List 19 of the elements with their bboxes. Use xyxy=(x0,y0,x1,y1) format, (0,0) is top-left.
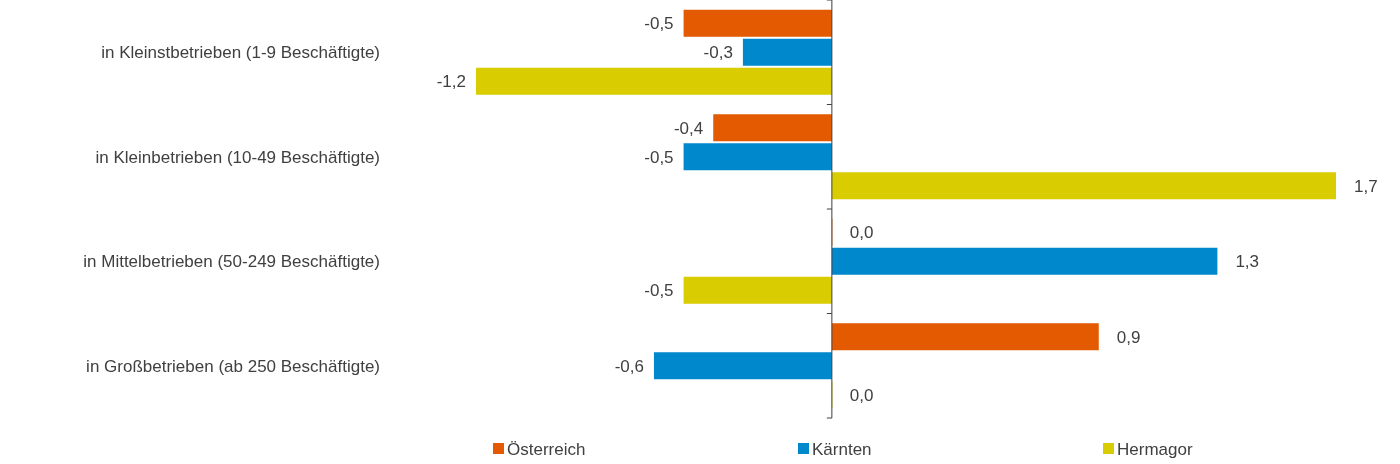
data-label: -0,5 xyxy=(644,14,674,34)
y-tick-label: in Mittelbetrieben (50-249 Beschäftigte) xyxy=(83,252,380,272)
data-label: 0,9 xyxy=(1116,327,1141,347)
y-tick-label: in Kleinbetrieben (10-49 Beschäftigte) xyxy=(95,147,380,167)
data-label: 1,7 xyxy=(1354,176,1378,196)
data-label: 0,0 xyxy=(849,385,874,405)
data-label: -0,5 xyxy=(644,147,674,167)
data-label: 0,0 xyxy=(849,223,874,243)
data-label: -1,2 xyxy=(436,72,466,92)
legend-label: Kärnten xyxy=(812,439,872,459)
y-tick-label: in Großbetrieben (ab 250 Beschäftigte) xyxy=(86,356,380,376)
legend-label: Hermagor xyxy=(1117,439,1193,459)
data-label: -0,3 xyxy=(703,43,733,63)
legend-label: Österreich xyxy=(507,439,586,459)
data-label: -0,4 xyxy=(673,118,704,138)
data-label: 1,3 xyxy=(1235,252,1260,272)
data-label: -0,6 xyxy=(614,356,644,376)
data-label: -0,5 xyxy=(644,281,674,301)
y-tick-label: in Kleinstbetrieben (1-9 Beschäftigte) xyxy=(101,43,380,63)
